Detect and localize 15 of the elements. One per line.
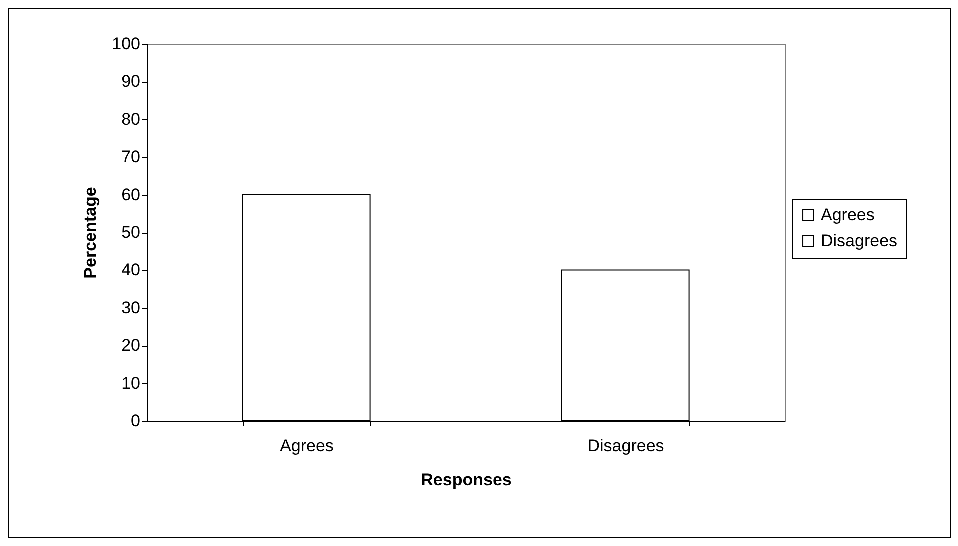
y-tick-label: 100 [112, 34, 140, 54]
y-tick-label: 10 [122, 374, 140, 393]
y-tick-label: 70 [122, 148, 140, 167]
y-tick-label: 80 [122, 110, 140, 129]
legend-label: Agrees [821, 206, 875, 224]
y-tick-label: 50 [122, 223, 140, 242]
y-tick-label: 30 [122, 298, 140, 318]
x-axis-title: Responses [421, 470, 512, 490]
y-tick-label: 60 [122, 185, 140, 204]
y-tick-label: 0 [131, 412, 140, 430]
y-axis-title: Percentage [81, 187, 100, 279]
legend-label: Disagrees [821, 232, 898, 250]
y-tick-label: 20 [122, 336, 140, 356]
y-tick-label: 90 [122, 72, 140, 92]
y-tick-label: 40 [122, 260, 140, 280]
